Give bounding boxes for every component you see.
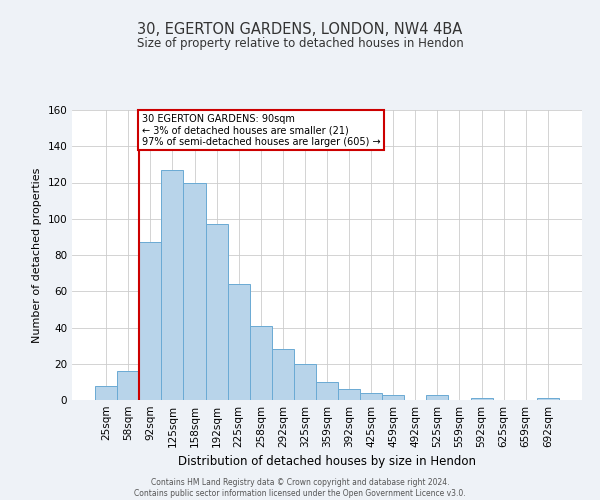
Text: Contains HM Land Registry data © Crown copyright and database right 2024.
Contai: Contains HM Land Registry data © Crown c… xyxy=(134,478,466,498)
Bar xyxy=(316,382,338,400)
Bar xyxy=(250,326,272,400)
Bar xyxy=(227,284,250,400)
Bar xyxy=(117,371,139,400)
Bar xyxy=(95,386,117,400)
Bar xyxy=(470,398,493,400)
X-axis label: Distribution of detached houses by size in Hendon: Distribution of detached houses by size … xyxy=(178,456,476,468)
Bar xyxy=(338,389,360,400)
Text: 30, EGERTON GARDENS, LONDON, NW4 4BA: 30, EGERTON GARDENS, LONDON, NW4 4BA xyxy=(137,22,463,38)
Text: Size of property relative to detached houses in Hendon: Size of property relative to detached ho… xyxy=(137,38,463,51)
Bar xyxy=(427,394,448,400)
Bar xyxy=(206,224,227,400)
Bar xyxy=(272,349,294,400)
Bar xyxy=(139,242,161,400)
Bar xyxy=(294,364,316,400)
Bar xyxy=(382,394,404,400)
Y-axis label: Number of detached properties: Number of detached properties xyxy=(32,168,42,342)
Bar xyxy=(161,170,184,400)
Bar xyxy=(184,182,206,400)
Text: 30 EGERTON GARDENS: 90sqm
← 3% of detached houses are smaller (21)
97% of semi-d: 30 EGERTON GARDENS: 90sqm ← 3% of detach… xyxy=(142,114,380,147)
Bar xyxy=(537,398,559,400)
Bar xyxy=(360,393,382,400)
